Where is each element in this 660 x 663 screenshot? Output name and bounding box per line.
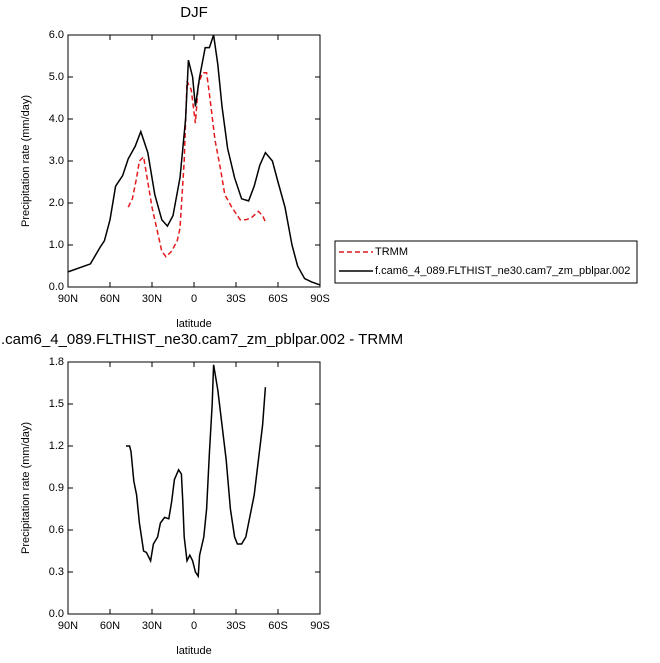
x-tick-label: 0 (191, 293, 197, 305)
y-tick-label: 2.0 (49, 197, 64, 209)
legend-box (334, 240, 638, 284)
x-tick-label: 60N (100, 293, 120, 305)
plot-frame (67, 34, 321, 288)
y-tick-label: 1.8 (49, 356, 64, 368)
x-tick-label: 60S (268, 293, 288, 305)
x-axis-label: latitude (176, 645, 211, 657)
y-tick-label: 1.2 (49, 440, 64, 452)
x-tick-label: 60S (268, 620, 288, 632)
chart-title: .cam6_4_089.FLTHIST_ne30.cam7_zm_pblpar.… (1, 331, 403, 348)
series-line (67, 34, 321, 286)
series-line (125, 364, 267, 579)
y-tick-label: 6.0 (49, 29, 64, 41)
plot-frame (67, 361, 321, 615)
legend-label: f.cam6_4_089.FLTHIST_ne30.cam7_zm_pblpar… (375, 265, 630, 277)
x-tick-label: 30S (226, 620, 246, 632)
x-tick-label: 90N (58, 620, 78, 632)
x-tick-label: 90S (310, 293, 330, 305)
chart: .cam6_4_089.FLTHIST_ne30.cam7_zm_pblpar.… (1, 331, 403, 657)
x-tick-label: 90S (310, 620, 330, 632)
y-tick-label: 3.0 (49, 155, 64, 167)
x-tick-label: 60N (100, 620, 120, 632)
x-tick-label: 0 (191, 620, 197, 632)
y-tick-label: 5.0 (49, 71, 64, 83)
chart-title: DJF (180, 4, 208, 21)
x-tick-label: 30S (226, 293, 246, 305)
y-axis-label: Precipitation rate (mm/day) (20, 422, 32, 554)
x-tick-label: 90N (58, 293, 78, 305)
y-tick-label: 1.5 (49, 398, 64, 410)
legend-label: TRMM (375, 246, 408, 258)
series-line (127, 72, 267, 258)
x-tick-label: 30N (142, 293, 162, 305)
y-tick-label: 4.0 (49, 113, 64, 125)
y-tick-label: 0.6 (49, 524, 64, 536)
y-tick-label: 1.0 (49, 239, 64, 251)
y-tick-label: 0.3 (49, 566, 64, 578)
y-tick-label: 0.0 (49, 608, 64, 620)
x-tick-label: 30N (142, 620, 162, 632)
y-tick-label: 0.0 (49, 281, 64, 293)
x-axis-label: latitude (176, 318, 211, 330)
y-tick-label: 0.9 (49, 482, 64, 494)
y-axis-label: Precipitation rate (mm/day) (20, 95, 32, 227)
chart: DJF 90N 60N 30N 0 30S 60S 90S 0.0 1.0 2.0 3.0 4.0 5.0… (20, 4, 638, 330)
